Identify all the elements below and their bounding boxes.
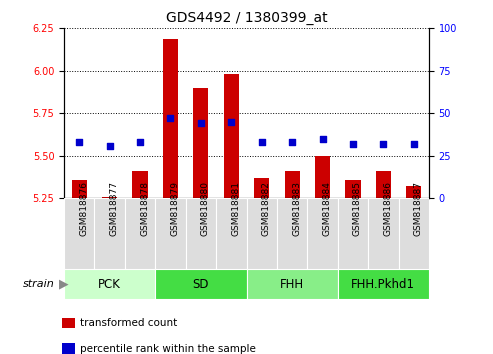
Point <box>227 119 235 125</box>
Text: SD: SD <box>193 278 209 291</box>
FancyBboxPatch shape <box>277 198 307 269</box>
Point <box>288 139 296 145</box>
Point <box>75 139 83 145</box>
FancyBboxPatch shape <box>125 198 155 269</box>
Text: GSM818882: GSM818882 <box>262 181 271 236</box>
Point <box>349 141 357 147</box>
Bar <box>62 343 75 354</box>
Bar <box>406 186 422 198</box>
FancyBboxPatch shape <box>216 198 246 269</box>
Text: percentile rank within the sample: percentile rank within the sample <box>80 343 256 354</box>
Bar <box>62 318 75 328</box>
FancyBboxPatch shape <box>368 198 398 269</box>
Text: GSM818887: GSM818887 <box>414 181 423 236</box>
FancyBboxPatch shape <box>246 198 277 269</box>
Bar <box>224 74 239 198</box>
Text: GSM818881: GSM818881 <box>231 181 240 236</box>
Text: GSM818878: GSM818878 <box>140 181 149 236</box>
FancyBboxPatch shape <box>95 198 125 269</box>
Bar <box>193 88 209 198</box>
Text: GSM818885: GSM818885 <box>353 181 362 236</box>
Point <box>258 139 266 145</box>
Text: FHH.Pkhd1: FHH.Pkhd1 <box>352 278 415 291</box>
Point <box>167 115 175 121</box>
FancyBboxPatch shape <box>64 198 95 269</box>
FancyBboxPatch shape <box>307 198 338 269</box>
Bar <box>163 39 178 198</box>
FancyBboxPatch shape <box>186 198 216 269</box>
Point <box>318 136 326 142</box>
Text: strain: strain <box>23 279 54 289</box>
FancyBboxPatch shape <box>398 198 429 269</box>
Point <box>136 139 144 145</box>
Text: FHH: FHH <box>280 278 304 291</box>
FancyBboxPatch shape <box>155 269 246 299</box>
Text: GSM818880: GSM818880 <box>201 181 210 236</box>
Text: GSM818877: GSM818877 <box>109 181 119 236</box>
Text: transformed count: transformed count <box>80 318 177 328</box>
Bar <box>284 171 300 198</box>
Bar <box>315 156 330 198</box>
Point <box>106 143 113 148</box>
Text: GSM818879: GSM818879 <box>171 181 179 236</box>
FancyBboxPatch shape <box>338 198 368 269</box>
Point <box>197 121 205 126</box>
Bar <box>254 178 269 198</box>
Text: GSM818884: GSM818884 <box>322 181 331 236</box>
Text: PCK: PCK <box>98 278 121 291</box>
Bar <box>71 179 87 198</box>
Bar <box>376 171 391 198</box>
Bar <box>345 179 360 198</box>
Bar <box>133 171 148 198</box>
FancyBboxPatch shape <box>246 269 338 299</box>
Text: GSM818883: GSM818883 <box>292 181 301 236</box>
Text: GSM818876: GSM818876 <box>79 181 88 236</box>
Text: GDS4492 / 1380399_at: GDS4492 / 1380399_at <box>166 11 327 25</box>
Text: ▶: ▶ <box>59 278 69 291</box>
Point <box>380 141 387 147</box>
Point <box>410 141 418 147</box>
Bar <box>102 196 117 198</box>
FancyBboxPatch shape <box>155 198 186 269</box>
Text: GSM818886: GSM818886 <box>384 181 392 236</box>
FancyBboxPatch shape <box>64 269 155 299</box>
FancyBboxPatch shape <box>338 269 429 299</box>
